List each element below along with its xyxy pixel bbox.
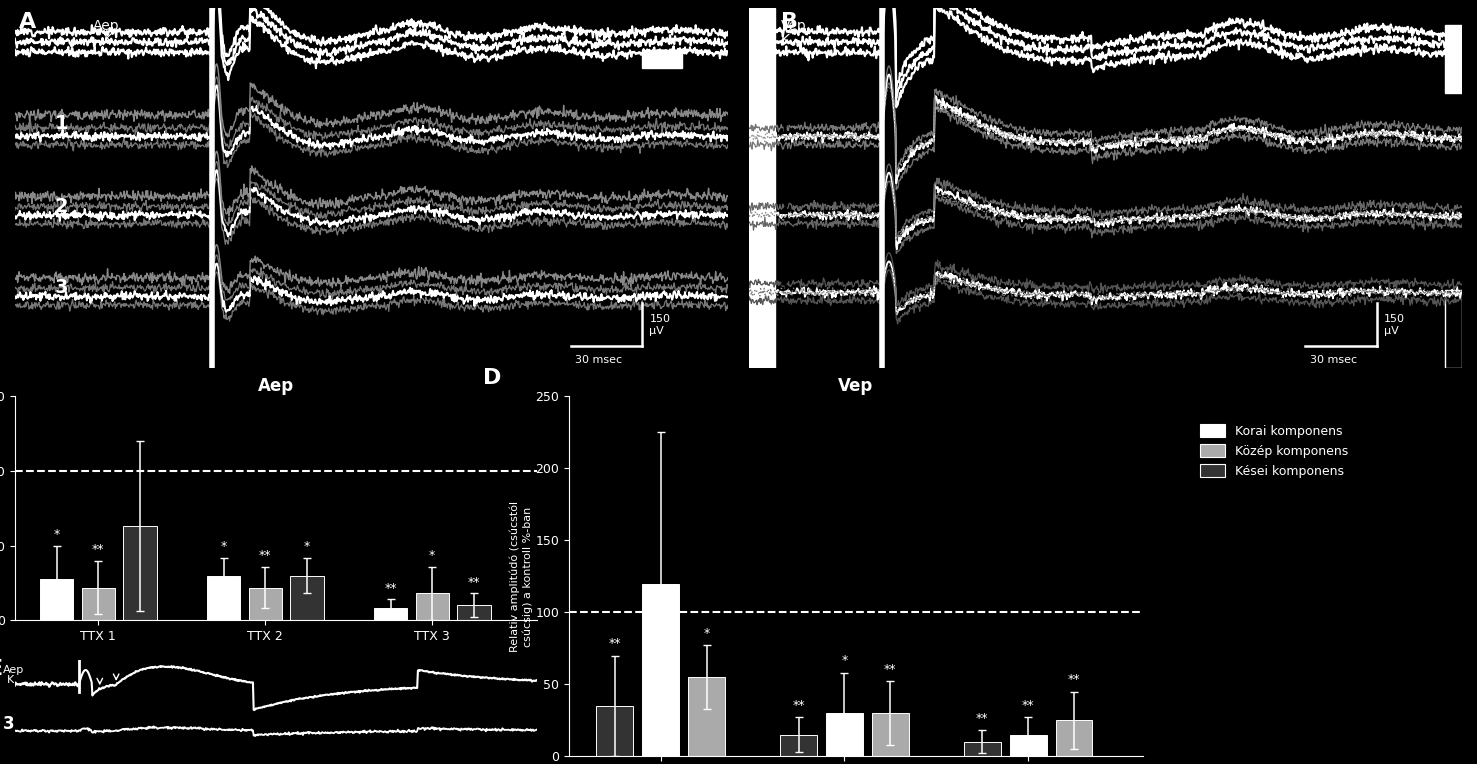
Text: 3: 3: [55, 278, 68, 297]
Text: *: *: [430, 549, 436, 562]
Text: 30 msec: 30 msec: [575, 354, 622, 364]
Text: 150
µV: 150 µV: [650, 314, 671, 335]
Text: **: **: [258, 549, 272, 562]
Text: 2: 2: [778, 200, 789, 218]
Text: 1: 1: [778, 121, 789, 138]
Bar: [81, 588, 115, 620]
Text: K: K: [103, 32, 112, 47]
Text: B: B: [780, 12, 798, 32]
Bar: [826, 713, 863, 756]
Bar: [1010, 735, 1047, 756]
Text: **: **: [885, 662, 897, 675]
Text: 3: 3: [778, 277, 789, 295]
Bar: [964, 742, 1000, 756]
Text: **: **: [468, 576, 480, 589]
Text: **: **: [792, 699, 805, 712]
Text: 150
µV: 150 µV: [1384, 314, 1405, 335]
Y-axis label: Relativ amplitúdó (csúcstól
csúcsig) a kontroll %-ban: Relativ amplitúdó (csúcstól csúcsig) a k…: [510, 501, 533, 652]
Text: 3: 3: [3, 715, 15, 733]
Bar: [688, 677, 725, 756]
Text: **: **: [384, 582, 397, 595]
Bar: [291, 575, 323, 620]
Bar: [40, 578, 74, 620]
Text: K: K: [780, 33, 790, 47]
Text: E: E: [0, 659, 3, 678]
Legend: Korai komponens, Közép komponens, Kései komponens: Korai komponens, Közép komponens, Kései …: [1196, 421, 1351, 481]
Text: *: *: [842, 654, 848, 667]
Text: Aep: Aep: [93, 20, 120, 34]
Text: **: **: [1022, 699, 1034, 712]
Text: 2: 2: [55, 197, 68, 216]
Bar: [1445, 290, 1462, 367]
Text: **: **: [609, 637, 620, 650]
Bar: [597, 706, 634, 756]
Text: **: **: [92, 543, 105, 556]
Bar: [780, 735, 817, 756]
Text: K: K: [7, 675, 15, 685]
Bar: [374, 608, 408, 620]
Title: Aep: Aep: [257, 377, 294, 395]
Text: *: *: [53, 528, 59, 541]
Text: A: A: [19, 12, 37, 32]
Text: D: D: [483, 367, 501, 387]
Bar: [415, 594, 449, 620]
Text: *: *: [304, 540, 310, 553]
Title: Vep: Vep: [839, 377, 873, 395]
Text: *: *: [703, 626, 710, 639]
Bar: [642, 584, 679, 756]
Bar: [871, 713, 908, 756]
Text: 30 msec: 30 msec: [1310, 354, 1357, 364]
Text: 1: 1: [55, 114, 68, 133]
Bar: [458, 605, 490, 620]
Bar: [207, 575, 241, 620]
Text: **: **: [976, 712, 988, 725]
Bar: [123, 526, 157, 620]
Bar: [1056, 720, 1093, 756]
Text: **: **: [1068, 673, 1080, 686]
Bar: [248, 588, 282, 620]
Bar: [642, 50, 682, 68]
Bar: [1445, 24, 1462, 93]
Bar: [749, 8, 775, 367]
Text: Aep: Aep: [3, 665, 24, 675]
Text: Vep: Vep: [780, 20, 806, 34]
Text: *: *: [220, 540, 226, 553]
